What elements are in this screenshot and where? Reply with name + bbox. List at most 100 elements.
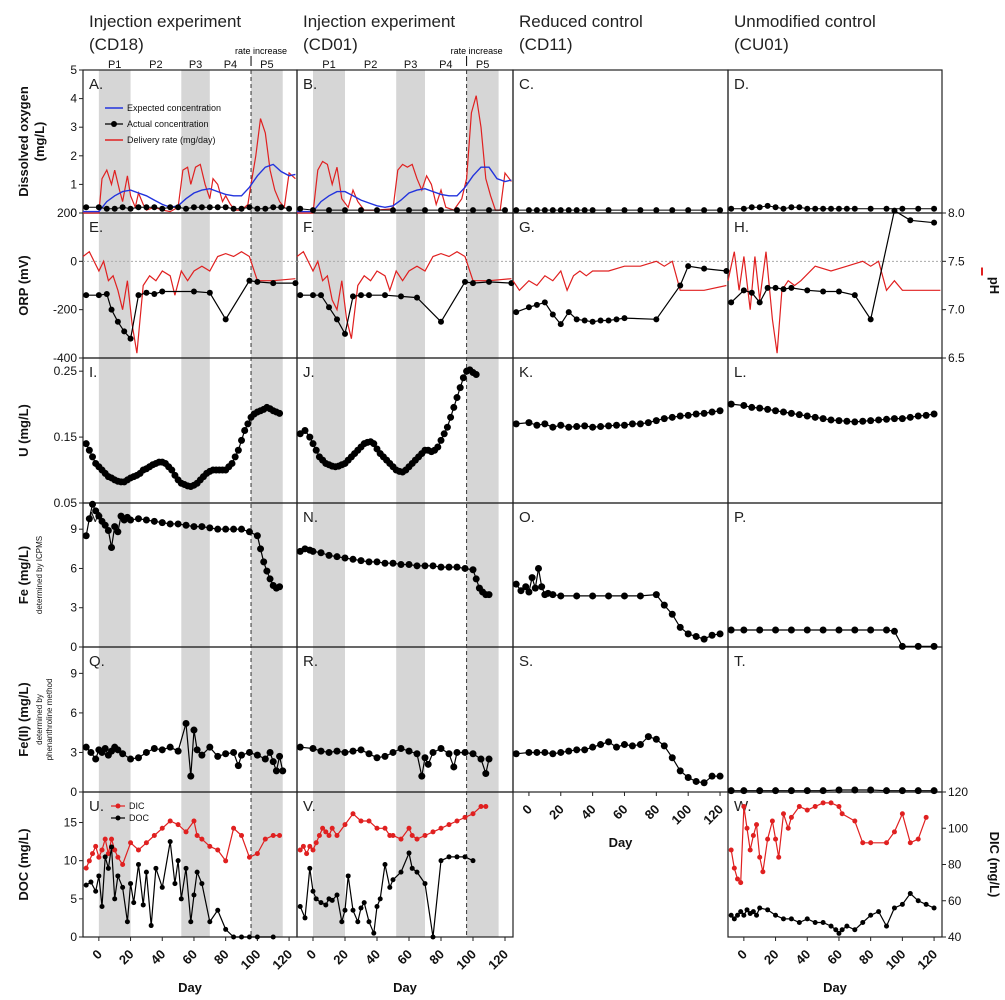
dic-point (135, 847, 141, 853)
doc-point (96, 873, 102, 879)
actual-concentration-point (95, 204, 102, 211)
x-tick-label: 0 (519, 802, 535, 818)
y-tick-label: 15 (64, 816, 78, 830)
doc-point (167, 839, 173, 845)
dic-point (820, 800, 826, 806)
dic-label-group: DIC (mg/L) (987, 832, 1002, 898)
dic-point (358, 818, 364, 824)
iron-point (727, 626, 735, 634)
panel-frame-W (727, 791, 943, 938)
x-tick-group: 40 (578, 802, 599, 823)
orp-point (438, 318, 444, 325)
actual-concentration-point (127, 205, 134, 212)
iron-point (405, 561, 413, 569)
dic-point (112, 847, 118, 853)
x-tick-label: 80 (426, 947, 447, 968)
dic-point (83, 865, 89, 871)
panel-frame-D (727, 69, 943, 214)
actual-concentration-point (470, 207, 476, 214)
orp-point (549, 311, 556, 318)
doc-point (876, 909, 882, 915)
dic-point (300, 843, 306, 849)
x-tick-label: 40 (793, 947, 814, 968)
panel-frame-H (727, 212, 943, 359)
x-tick-label: 60 (610, 802, 631, 823)
doc-point (899, 901, 905, 907)
dic-point (776, 854, 782, 860)
iron-point (198, 523, 206, 531)
iron-point (930, 642, 938, 650)
dic-point (470, 811, 476, 817)
uranium-point (843, 417, 851, 425)
iron-point (421, 562, 429, 570)
orp-point (621, 315, 628, 322)
iron-point (676, 623, 684, 631)
doc-point (159, 884, 165, 890)
x-tick-label: 40 (148, 947, 169, 968)
actual-concentration-point (167, 204, 174, 211)
iron-point (652, 591, 660, 599)
iron-point (485, 591, 493, 599)
orp-point (780, 286, 787, 293)
x-tick-group: 60 (394, 947, 415, 968)
panel-label-T: T. (734, 653, 746, 670)
ph-tick-label: 7.0 (948, 303, 965, 317)
orp-point (740, 287, 747, 294)
dic-tick-label: 40 (948, 930, 962, 944)
actual-concentration-point (159, 205, 166, 212)
panel-frame-S (512, 646, 729, 793)
actual-concentration-point (342, 207, 348, 214)
iron-point (238, 525, 246, 533)
doc-point (868, 912, 874, 918)
phase-label-P5: P5 (260, 59, 273, 71)
panel-frame-G (512, 212, 729, 359)
doc-point (239, 934, 245, 940)
dic-point (334, 833, 340, 838)
doc-point (765, 907, 771, 913)
iron-point (150, 517, 158, 525)
dic-point (760, 869, 766, 875)
doc-point (270, 934, 276, 940)
y-tick-label: 2 (70, 149, 77, 163)
actual-concentration-point (143, 204, 150, 211)
dic-point (246, 854, 252, 860)
ferrous-iron-point (620, 741, 628, 749)
actual-concentration-point (103, 205, 110, 212)
orp-point (470, 280, 476, 287)
doc-point (131, 900, 137, 906)
orp-point (525, 304, 532, 311)
ferrous-iron-point (605, 738, 613, 746)
y-tick-label: 1 (70, 177, 77, 191)
iron-point (453, 563, 461, 571)
iron-point (263, 567, 271, 575)
ferrous-iron-point (87, 748, 95, 756)
uranium-point (628, 420, 636, 428)
iron-point (531, 584, 539, 592)
iron-point (214, 525, 222, 533)
doc-point (323, 902, 329, 908)
orp-point (589, 318, 596, 325)
ferrous-iron-point (727, 787, 735, 795)
dic-point (297, 847, 303, 853)
column-title-4: Unmodified control (734, 12, 876, 31)
iron-point (349, 555, 357, 563)
doc-point (780, 916, 786, 922)
phase-label-P2: P2 (364, 59, 377, 71)
ferrous-iron-point (589, 743, 597, 751)
doc-point (175, 858, 181, 864)
ferrous-iron-point (269, 758, 277, 766)
dic-point (754, 822, 760, 828)
uranium-point (512, 420, 520, 428)
uranium-point (557, 421, 565, 429)
actual-concentration-point (581, 207, 588, 214)
uranium-point (644, 419, 652, 427)
uranium-point (652, 417, 660, 425)
ferrous-iron-point (597, 741, 605, 749)
x-axis-label: Day (609, 835, 634, 850)
ferrous-iron-point (644, 733, 652, 741)
orp-point (867, 316, 874, 323)
dic-point (115, 854, 121, 860)
iron-point (222, 525, 230, 533)
doc-point (254, 934, 260, 940)
x-tick-group: 100 (883, 947, 909, 973)
